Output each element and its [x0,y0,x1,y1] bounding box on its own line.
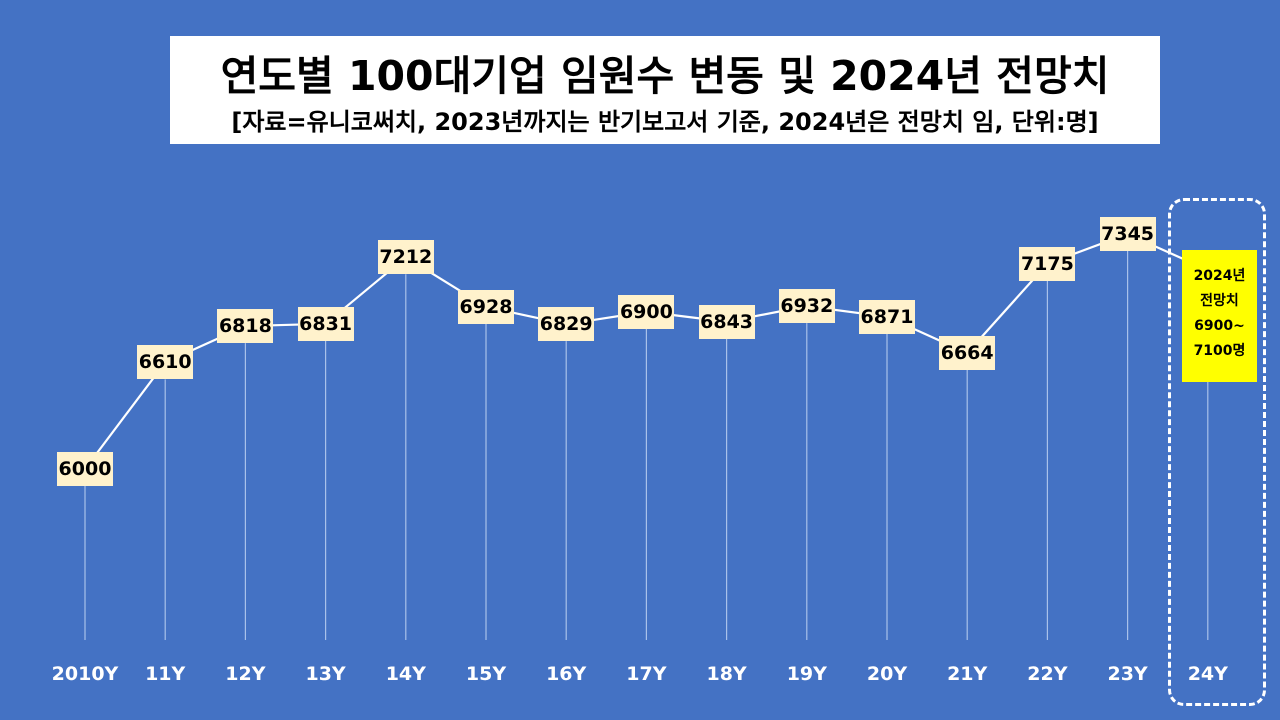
data-label: 6871 [859,299,915,334]
x-tick-label: 15Y [465,663,507,685]
data-label: 6900 [618,294,675,329]
x-tick-label: 20Y [866,663,908,685]
x-tick-label: 12Y [225,663,266,685]
data-label: 7345 [1099,217,1156,251]
data-label: 6831 [297,306,354,341]
data-label: 6818 [217,309,274,344]
x-tick-label: 13Y [305,663,346,685]
forecast-highlight-box [1168,198,1266,706]
data-label: 6610 [137,345,194,380]
x-tick-label: 24Y [1187,663,1228,685]
data-label: 6928 [458,289,514,324]
x-tick-label: 23Y [1107,663,1148,685]
x-tick-label: 2010Y [51,663,119,685]
chart-subtitle: [자료=유니코써치, 2023년까지는 반기보고서 기준, 2024년은 전망치… [231,108,1099,136]
data-label: 6664 [939,335,996,370]
x-tick-label: 14Y [385,663,426,685]
data-label: 7212 [377,240,434,275]
title-box: 연도별 100대기업 임원수 변동 및 2024년 전망치 [자료=유니코써치,… [170,36,1160,144]
data-label: 6932 [778,289,835,324]
data-label: 6829 [538,307,595,342]
data-label: 7175 [1019,246,1076,281]
chart-title: 연도별 100대기업 임원수 변동 및 2024년 전망치 [220,52,1110,100]
data-label: 6843 [698,304,755,339]
forecast-label: 2024년 전망치 6900~ 7100명 [1182,250,1257,382]
x-tick-label: 11Y [145,663,186,685]
x-tick-label: 16Y [546,663,587,685]
data-label: 6000 [57,452,113,486]
x-tick-label: 19Y [786,663,827,685]
x-tick-label: 21Y [947,663,988,685]
x-tick-label: 17Y [626,663,667,685]
x-tick-label: 18Y [706,663,747,685]
x-tick-label: 22Y [1027,663,1068,685]
